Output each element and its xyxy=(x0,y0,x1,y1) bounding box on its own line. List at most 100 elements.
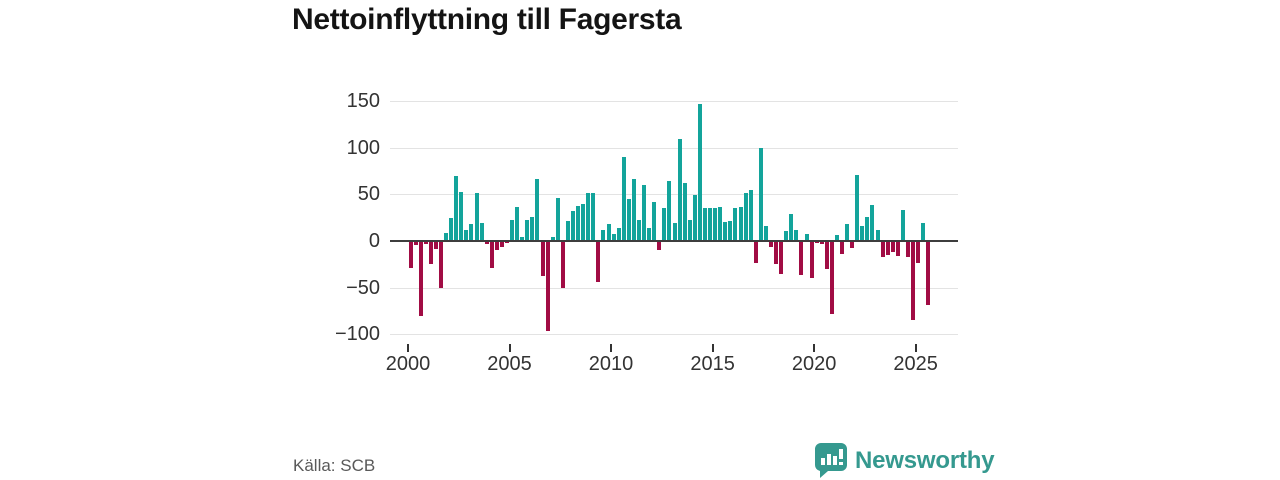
bar-nettoinflyttning-q38 xyxy=(601,229,606,241)
x-axis-tick xyxy=(508,344,511,352)
bar-nettoinflyttning-q88 xyxy=(855,174,860,241)
bar-nettoinflyttning-q20 xyxy=(510,220,515,241)
bar-nettoinflyttning-q2 xyxy=(418,241,423,316)
y-axis-tick-label: 150 xyxy=(346,90,380,113)
bar-nettoinflyttning-q62 xyxy=(723,222,728,241)
bar-nettoinflyttning-q96 xyxy=(895,241,900,256)
bar-nettoinflyttning-q25 xyxy=(535,178,540,241)
bar-nettoinflyttning-q32 xyxy=(570,211,575,241)
bar-nettoinflyttning-q81 xyxy=(819,241,824,244)
bar-nettoinflyttning-q70 xyxy=(763,226,768,241)
bar-nettoinflyttning-q69 xyxy=(758,147,763,241)
x-axis-tick-label: 2015 xyxy=(690,353,735,375)
bar-nettoinflyttning-q41 xyxy=(616,227,621,241)
bar-nettoinflyttning-q93 xyxy=(880,241,885,257)
bar-nettoinflyttning-q29 xyxy=(555,198,560,241)
bar-nettoinflyttning-q36 xyxy=(591,192,596,241)
bar-nettoinflyttning-q72 xyxy=(774,241,779,265)
y-axis-tick-label: −50 xyxy=(346,276,380,299)
source-label: Källa: SCB xyxy=(293,456,376,475)
bar-nettoinflyttning-q27 xyxy=(545,241,550,332)
bar-nettoinflyttning-q11 xyxy=(464,229,469,241)
y-axis-tick-label: 100 xyxy=(346,136,380,159)
bar-nettoinflyttning-q74 xyxy=(784,230,789,241)
bar-nettoinflyttning-q97 xyxy=(900,210,905,241)
bar-nettoinflyttning-q66 xyxy=(743,193,748,241)
bar-nettoinflyttning-q48 xyxy=(652,201,657,241)
bar-nettoinflyttning-q83 xyxy=(829,241,834,314)
bar-nettoinflyttning-q12 xyxy=(469,224,474,241)
bar-nettoinflyttning-q33 xyxy=(576,205,581,241)
bar-nettoinflyttning-q54 xyxy=(682,183,687,241)
bar-nettoinflyttning-q22 xyxy=(520,237,525,241)
x-axis-tick-label: 2010 xyxy=(588,353,634,375)
bar-nettoinflyttning-q24 xyxy=(530,216,535,241)
bar-nettoinflyttning-q1 xyxy=(413,241,418,245)
bar-nettoinflyttning-q49 xyxy=(657,241,662,251)
bar-nettoinflyttning-q3 xyxy=(423,241,428,244)
bar-nettoinflyttning-q90 xyxy=(865,216,870,241)
x-axis-tick xyxy=(610,344,613,352)
bar-nettoinflyttning-q14 xyxy=(479,223,484,241)
bar-nettoinflyttning-q86 xyxy=(845,224,850,241)
bar-nettoinflyttning-q89 xyxy=(860,226,865,241)
bar-nettoinflyttning-q7 xyxy=(444,232,449,241)
x-axis-tick xyxy=(914,344,917,352)
bar-nettoinflyttning-q57 xyxy=(697,103,702,241)
bar-nettoinflyttning-q37 xyxy=(596,241,601,282)
bar-nettoinflyttning-q16 xyxy=(489,241,494,269)
bar-nettoinflyttning-q65 xyxy=(738,206,743,241)
bar-nettoinflyttning-q101 xyxy=(921,223,926,241)
bar-nettoinflyttning-q9 xyxy=(454,175,459,241)
bar-nettoinflyttning-q85 xyxy=(840,241,845,255)
bar-nettoinflyttning-q23 xyxy=(525,219,530,241)
bar-nettoinflyttning-q87 xyxy=(850,241,855,248)
brand-logo: Newsworthy xyxy=(814,443,995,478)
bar-nettoinflyttning-q78 xyxy=(804,234,809,241)
bar-nettoinflyttning-q60 xyxy=(713,208,718,241)
bar-nettoinflyttning-q45 xyxy=(636,219,641,241)
bar-nettoinflyttning-q99 xyxy=(911,241,916,321)
y-axis-tick-label: −100 xyxy=(334,323,380,346)
bar-nettoinflyttning-q58 xyxy=(702,208,707,241)
bar-nettoinflyttning-q82 xyxy=(824,241,829,269)
bar-nettoinflyttning-q44 xyxy=(631,179,636,241)
bar-nettoinflyttning-q76 xyxy=(794,229,799,241)
x-axis-tick-label: 2020 xyxy=(791,353,837,375)
bar-nettoinflyttning-q31 xyxy=(565,221,570,241)
bar-nettoinflyttning-q47 xyxy=(647,227,652,241)
bar-nettoinflyttning-q40 xyxy=(611,233,616,241)
bar-nettoinflyttning-q13 xyxy=(474,193,479,241)
bar-nettoinflyttning-q53 xyxy=(677,139,682,241)
bar-nettoinflyttning-q52 xyxy=(672,223,677,241)
bar-nettoinflyttning-q6 xyxy=(438,241,443,288)
bar-nettoinflyttning-q79 xyxy=(809,241,814,279)
bar-nettoinflyttning-q30 xyxy=(560,241,565,288)
bar-nettoinflyttning-q50 xyxy=(662,208,667,241)
bar-nettoinflyttning-q42 xyxy=(621,157,626,241)
bar-nettoinflyttning-q26 xyxy=(540,241,545,277)
bar-nettoinflyttning-q68 xyxy=(753,241,758,264)
brand-wordmark: Newsworthy xyxy=(855,446,995,474)
bar-nettoinflyttning-q91 xyxy=(870,204,875,241)
bar-nettoinflyttning-q63 xyxy=(728,221,733,241)
bar-nettoinflyttning-q17 xyxy=(494,241,499,251)
x-axis-tick xyxy=(407,344,409,352)
bar-nettoinflyttning-q46 xyxy=(642,185,647,241)
bar-nettoinflyttning-q100 xyxy=(916,241,921,264)
bar-nettoinflyttning-q59 xyxy=(708,208,713,241)
bar-nettoinflyttning-q55 xyxy=(687,219,692,241)
gridline xyxy=(390,101,958,103)
bar-nettoinflyttning-q61 xyxy=(718,206,723,241)
bar-nettoinflyttning-q43 xyxy=(626,199,631,241)
bar-nettoinflyttning-q73 xyxy=(779,241,784,274)
bar-nettoinflyttning-q94 xyxy=(885,241,890,255)
plot-area: 150 100 50 0 −50 −100 2000 2005 2010 2015 2020 2025 xyxy=(335,90,958,375)
y-axis-tick-label: 50 xyxy=(357,183,380,206)
bar-nettoinflyttning-q8 xyxy=(449,217,454,241)
bar-nettoinflyttning-q15 xyxy=(484,241,489,244)
bar-nettoinflyttning-q84 xyxy=(834,235,839,241)
gridline xyxy=(390,334,958,336)
bar-nettoinflyttning-q21 xyxy=(515,206,520,241)
